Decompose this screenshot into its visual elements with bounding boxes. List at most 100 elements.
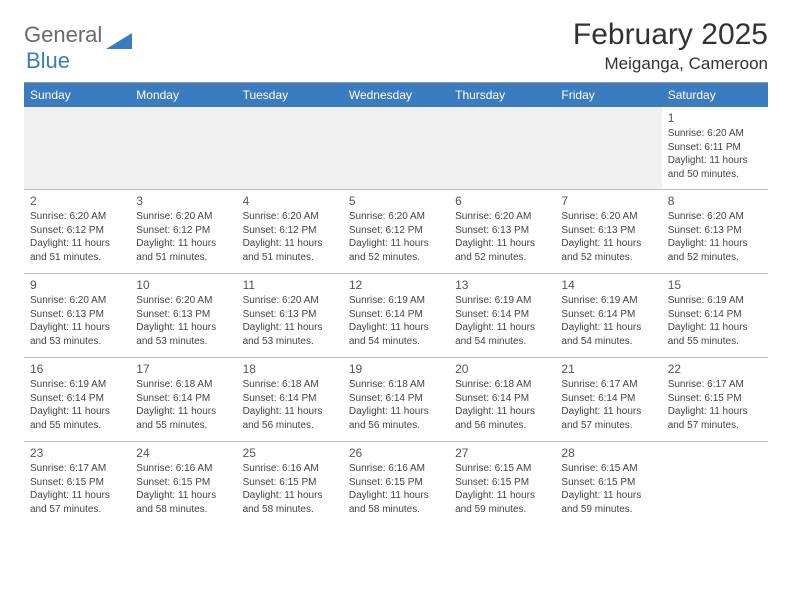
daylight-text: Daylight: 11 hours and 57 minutes. (668, 405, 762, 432)
location: Meiganga, Cameroon (573, 54, 768, 74)
sunset-text: Sunset: 6:14 PM (243, 392, 337, 406)
calendar-cell: 8Sunrise: 6:20 AMSunset: 6:13 PMDaylight… (662, 190, 768, 274)
sunset-text: Sunset: 6:14 PM (136, 392, 230, 406)
sunrise-text: Sunrise: 6:16 AM (243, 462, 337, 476)
calendar-cell: 26Sunrise: 6:16 AMSunset: 6:15 PMDayligh… (343, 442, 449, 526)
sunset-text: Sunset: 6:14 PM (455, 308, 549, 322)
sunset-text: Sunset: 6:14 PM (30, 392, 124, 406)
daylight-text: Daylight: 11 hours and 53 minutes. (243, 321, 337, 348)
month-title: February 2025 (573, 18, 768, 52)
sunset-text: Sunset: 6:14 PM (349, 308, 443, 322)
logo: General Blue (24, 22, 132, 74)
daylight-text: Daylight: 11 hours and 52 minutes. (455, 237, 549, 264)
day-number: 27 (455, 445, 549, 461)
day-number: 20 (455, 361, 549, 377)
calendar-cell: 20Sunrise: 6:18 AMSunset: 6:14 PMDayligh… (449, 358, 555, 442)
sunset-text: Sunset: 6:13 PM (136, 308, 230, 322)
weekday-header: Thursday (449, 83, 555, 107)
day-number: 1 (668, 110, 762, 126)
logo-part2: Blue (26, 48, 70, 73)
daylight-text: Daylight: 11 hours and 53 minutes. (30, 321, 124, 348)
day-number: 26 (349, 445, 443, 461)
calendar-cell: 16Sunrise: 6:19 AMSunset: 6:14 PMDayligh… (24, 358, 130, 442)
sunset-text: Sunset: 6:15 PM (561, 476, 655, 490)
sunrise-text: Sunrise: 6:17 AM (561, 378, 655, 392)
calendar-cell: 22Sunrise: 6:17 AMSunset: 6:15 PMDayligh… (662, 358, 768, 442)
daylight-text: Daylight: 11 hours and 56 minutes. (455, 405, 549, 432)
calendar-cell: 4Sunrise: 6:20 AMSunset: 6:12 PMDaylight… (237, 190, 343, 274)
sunset-text: Sunset: 6:13 PM (561, 224, 655, 238)
sunrise-text: Sunrise: 6:19 AM (561, 294, 655, 308)
sunrise-text: Sunrise: 6:19 AM (455, 294, 549, 308)
logo-part1: General (24, 22, 102, 47)
sunrise-text: Sunrise: 6:20 AM (30, 210, 124, 224)
weekday-header: Saturday (662, 83, 768, 107)
day-number: 13 (455, 277, 549, 293)
sunrise-text: Sunrise: 6:18 AM (243, 378, 337, 392)
sunrise-text: Sunrise: 6:20 AM (243, 210, 337, 224)
day-number: 12 (349, 277, 443, 293)
calendar-cell: 13Sunrise: 6:19 AMSunset: 6:14 PMDayligh… (449, 274, 555, 358)
sunrise-text: Sunrise: 6:20 AM (455, 210, 549, 224)
daylight-text: Daylight: 11 hours and 52 minutes. (561, 237, 655, 264)
daylight-text: Daylight: 11 hours and 55 minutes. (30, 405, 124, 432)
day-number: 28 (561, 445, 655, 461)
day-number: 3 (136, 193, 230, 209)
daylight-text: Daylight: 11 hours and 54 minutes. (349, 321, 443, 348)
calendar-table: Sunday Monday Tuesday Wednesday Thursday… (24, 83, 768, 525)
sunrise-text: Sunrise: 6:20 AM (30, 294, 124, 308)
calendar-cell: 24Sunrise: 6:16 AMSunset: 6:15 PMDayligh… (130, 442, 236, 526)
daylight-text: Daylight: 11 hours and 53 minutes. (136, 321, 230, 348)
sunrise-text: Sunrise: 6:16 AM (349, 462, 443, 476)
daylight-text: Daylight: 11 hours and 51 minutes. (136, 237, 230, 264)
sunset-text: Sunset: 6:12 PM (243, 224, 337, 238)
sunrise-text: Sunrise: 6:17 AM (30, 462, 124, 476)
sunrise-text: Sunrise: 6:20 AM (243, 294, 337, 308)
sunrise-text: Sunrise: 6:19 AM (668, 294, 762, 308)
day-number: 14 (561, 277, 655, 293)
calendar-body: 1Sunrise: 6:20 AMSunset: 6:11 PMDaylight… (24, 107, 768, 525)
calendar-cell: 6Sunrise: 6:20 AMSunset: 6:13 PMDaylight… (449, 190, 555, 274)
calendar-cell: 5Sunrise: 6:20 AMSunset: 6:12 PMDaylight… (343, 190, 449, 274)
calendar-cell: 18Sunrise: 6:18 AMSunset: 6:14 PMDayligh… (237, 358, 343, 442)
calendar-cell: 2Sunrise: 6:20 AMSunset: 6:12 PMDaylight… (24, 190, 130, 274)
calendar-cell (130, 107, 236, 190)
day-number: 9 (30, 277, 124, 293)
day-number: 5 (349, 193, 443, 209)
day-number: 2 (30, 193, 124, 209)
calendar-cell: 14Sunrise: 6:19 AMSunset: 6:14 PMDayligh… (555, 274, 661, 358)
sunset-text: Sunset: 6:13 PM (668, 224, 762, 238)
weekday-header: Friday (555, 83, 661, 107)
daylight-text: Daylight: 11 hours and 54 minutes. (455, 321, 549, 348)
calendar-cell: 23Sunrise: 6:17 AMSunset: 6:15 PMDayligh… (24, 442, 130, 526)
day-number: 4 (243, 193, 337, 209)
sunset-text: Sunset: 6:15 PM (668, 392, 762, 406)
calendar-cell (555, 107, 661, 190)
sunrise-text: Sunrise: 6:16 AM (136, 462, 230, 476)
day-number: 6 (455, 193, 549, 209)
calendar-cell: 25Sunrise: 6:16 AMSunset: 6:15 PMDayligh… (237, 442, 343, 526)
sunset-text: Sunset: 6:15 PM (349, 476, 443, 490)
daylight-text: Daylight: 11 hours and 55 minutes. (668, 321, 762, 348)
header: General Blue February 2025 Meiganga, Cam… (24, 18, 768, 74)
sunrise-text: Sunrise: 6:17 AM (668, 378, 762, 392)
calendar-cell: 27Sunrise: 6:15 AMSunset: 6:15 PMDayligh… (449, 442, 555, 526)
calendar-cell: 3Sunrise: 6:20 AMSunset: 6:12 PMDaylight… (130, 190, 236, 274)
weekday-header: Monday (130, 83, 236, 107)
sunrise-text: Sunrise: 6:20 AM (668, 210, 762, 224)
sunrise-text: Sunrise: 6:20 AM (668, 127, 762, 141)
weekday-header: Sunday (24, 83, 130, 107)
calendar-cell: 12Sunrise: 6:19 AMSunset: 6:14 PMDayligh… (343, 274, 449, 358)
logo-text: General Blue (24, 22, 102, 74)
daylight-text: Daylight: 11 hours and 51 minutes. (243, 237, 337, 264)
sunset-text: Sunset: 6:11 PM (668, 141, 762, 155)
sunset-text: Sunset: 6:15 PM (30, 476, 124, 490)
sunrise-text: Sunrise: 6:20 AM (349, 210, 443, 224)
daylight-text: Daylight: 11 hours and 58 minutes. (243, 489, 337, 516)
calendar-row: 2Sunrise: 6:20 AMSunset: 6:12 PMDaylight… (24, 190, 768, 274)
sunset-text: Sunset: 6:15 PM (136, 476, 230, 490)
sunrise-text: Sunrise: 6:19 AM (349, 294, 443, 308)
daylight-text: Daylight: 11 hours and 56 minutes. (349, 405, 443, 432)
calendar-cell: 17Sunrise: 6:18 AMSunset: 6:14 PMDayligh… (130, 358, 236, 442)
day-number: 21 (561, 361, 655, 377)
